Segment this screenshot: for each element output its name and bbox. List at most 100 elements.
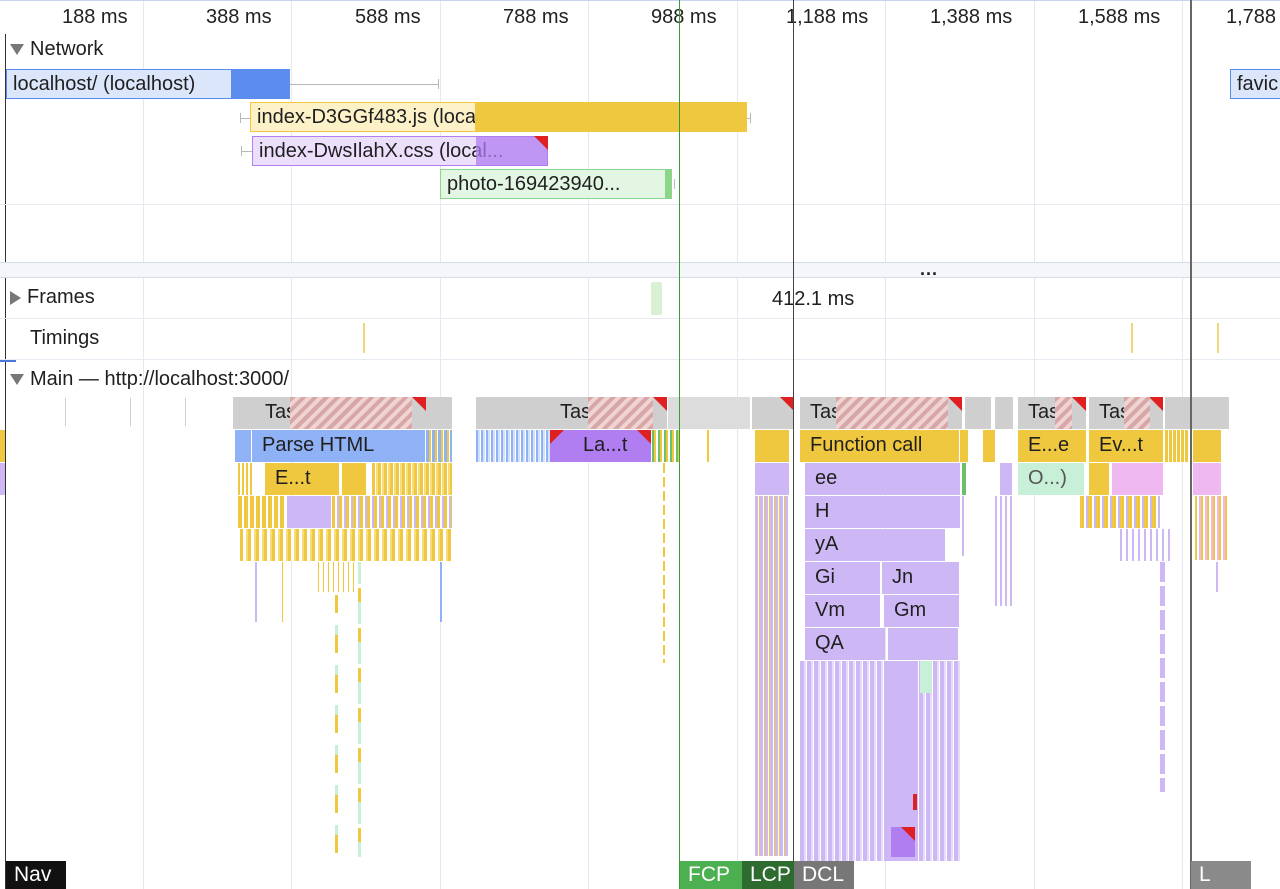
expand-triangle-icon bbox=[10, 44, 24, 55]
fcp-line bbox=[679, 0, 680, 889]
scripting-block[interactable] bbox=[1089, 463, 1109, 495]
scripting-block[interactable] bbox=[332, 496, 452, 528]
rendering-block[interactable] bbox=[755, 463, 789, 495]
scripting-block[interactable] bbox=[1080, 496, 1160, 528]
network-request[interactable]: localhost/ (localhost) bbox=[6, 69, 232, 99]
function-block[interactable]: Vm bbox=[805, 595, 880, 627]
scripting-block[interactable] bbox=[755, 430, 789, 462]
rendering-stack[interactable] bbox=[800, 661, 960, 861]
rendering-block[interactable] bbox=[287, 496, 331, 528]
scripting-block[interactable] bbox=[0, 430, 5, 462]
timeline-left-border bbox=[5, 34, 6, 889]
frame-block[interactable] bbox=[651, 282, 662, 315]
event-block[interactable]: Ev...t bbox=[1089, 430, 1163, 462]
task-block[interactable] bbox=[233, 397, 255, 429]
layout-block[interactable] bbox=[550, 430, 573, 462]
rendering-block[interactable] bbox=[0, 463, 5, 495]
scripting-block[interactable] bbox=[1195, 496, 1227, 560]
task-block[interactable] bbox=[668, 397, 750, 429]
scripting-block[interactable] bbox=[240, 529, 452, 561]
block-label: QA bbox=[815, 632, 844, 654]
function-block[interactable]: yA bbox=[805, 529, 945, 561]
scripting-block[interactable] bbox=[983, 430, 995, 462]
rendering-stack[interactable] bbox=[755, 496, 789, 856]
scripting-block[interactable] bbox=[960, 430, 968, 462]
timings-track-header[interactable]: Timings bbox=[30, 327, 99, 350]
request-whisker bbox=[240, 118, 250, 119]
divider bbox=[0, 318, 1280, 319]
divider bbox=[0, 359, 1280, 360]
function-block[interactable]: ee bbox=[805, 463, 960, 495]
parsing-block[interactable] bbox=[426, 430, 452, 462]
function-block[interactable]: Gm bbox=[884, 595, 959, 627]
block-label: E...t bbox=[275, 467, 311, 489]
request-download-bar bbox=[665, 169, 672, 199]
function-block[interactable]: H bbox=[805, 496, 960, 528]
rendering-block[interactable] bbox=[1112, 463, 1163, 495]
request-download-bar bbox=[475, 102, 747, 132]
task-block[interactable] bbox=[476, 397, 550, 429]
timings-label: Timings bbox=[30, 327, 100, 349]
rendering-sliver bbox=[255, 562, 257, 622]
network-section-header[interactable]: Network bbox=[10, 38, 103, 61]
section-resizer[interactable] bbox=[0, 262, 1280, 278]
timing-marker[interactable] bbox=[1131, 323, 1133, 353]
fcp-marker[interactable]: FCP bbox=[680, 861, 742, 889]
request-label: index-D3GGf483.js (localhost) bbox=[257, 106, 476, 128]
rendering-block[interactable] bbox=[1000, 463, 1012, 495]
rendering-stack[interactable] bbox=[995, 496, 1015, 606]
scripting-block[interactable] bbox=[1165, 430, 1189, 462]
task-block[interactable] bbox=[426, 397, 452, 429]
network-request[interactable]: index-D3GGf483.js (localhost) bbox=[250, 102, 476, 132]
layout-block[interactable] bbox=[891, 827, 915, 857]
frames-track-header[interactable]: Frames bbox=[10, 286, 95, 309]
block-label: Vm bbox=[815, 599, 845, 621]
other-block[interactable]: O...) bbox=[1018, 463, 1084, 495]
function-block[interactable]: Gi bbox=[805, 562, 880, 594]
task-block[interactable] bbox=[995, 397, 1013, 429]
dcl-marker[interactable]: DCL bbox=[794, 861, 854, 889]
task-block[interactable] bbox=[1165, 397, 1229, 429]
request-whisker bbox=[290, 84, 438, 85]
scripting-block[interactable] bbox=[238, 496, 286, 528]
function-call-block[interactable]: Function call bbox=[800, 430, 959, 462]
parsing-block[interactable] bbox=[476, 430, 550, 462]
request-label: photo-169423940... bbox=[447, 173, 621, 195]
task-block[interactable] bbox=[752, 397, 794, 429]
function-block[interactable]: QA bbox=[805, 628, 885, 660]
network-request[interactable]: favic bbox=[1230, 69, 1280, 99]
evaluate-script-block[interactable]: E...t bbox=[265, 463, 339, 495]
scripting-block[interactable] bbox=[1193, 430, 1221, 462]
rendering-block[interactable] bbox=[888, 628, 958, 660]
timing-marker[interactable] bbox=[363, 323, 365, 353]
scripting-block[interactable] bbox=[238, 463, 252, 495]
scripting-block[interactable] bbox=[707, 430, 709, 462]
main-thread-label: Main — http://localhost:3000/ bbox=[30, 368, 290, 390]
parsing-block[interactable] bbox=[235, 430, 251, 462]
paint-block[interactable] bbox=[652, 430, 680, 462]
parse-html-block[interactable]: Parse HTML bbox=[252, 430, 425, 462]
network-request[interactable]: photo-169423940... bbox=[440, 169, 666, 199]
event-block[interactable]: E...e bbox=[1018, 430, 1086, 462]
lcp-marker[interactable]: LCP bbox=[742, 861, 794, 889]
task-block[interactable]: Task bbox=[1018, 397, 1086, 429]
paint-block[interactable] bbox=[962, 463, 966, 495]
ruler-tick: 388 ms bbox=[206, 6, 272, 28]
scripting-block[interactable] bbox=[342, 463, 366, 495]
time-ruler[interactable]: 188 ms 388 ms 588 ms 788 ms 988 ms 1,188… bbox=[0, 0, 1280, 34]
layout-block[interactable]: La...t bbox=[573, 430, 651, 462]
other-block[interactable] bbox=[920, 661, 932, 693]
function-block[interactable]: Jn bbox=[882, 562, 959, 594]
nav-marker[interactable]: Nav bbox=[6, 861, 66, 889]
timing-marker[interactable] bbox=[1217, 323, 1219, 353]
ruler-tick: 1,188 ms bbox=[786, 6, 869, 28]
load-marker[interactable]: L bbox=[1191, 861, 1251, 889]
block-label: Ev...t bbox=[1099, 434, 1144, 456]
main-thread-header[interactable]: Main — http://localhost:3000/ bbox=[10, 368, 289, 391]
more-icon[interactable]: ... bbox=[920, 259, 939, 279]
scripting-block[interactable] bbox=[372, 463, 452, 495]
rendering-block[interactable] bbox=[1193, 463, 1221, 495]
task-block[interactable] bbox=[965, 397, 991, 429]
rendering-block[interactable] bbox=[1120, 529, 1170, 561]
scripting-sliver bbox=[663, 463, 665, 663]
